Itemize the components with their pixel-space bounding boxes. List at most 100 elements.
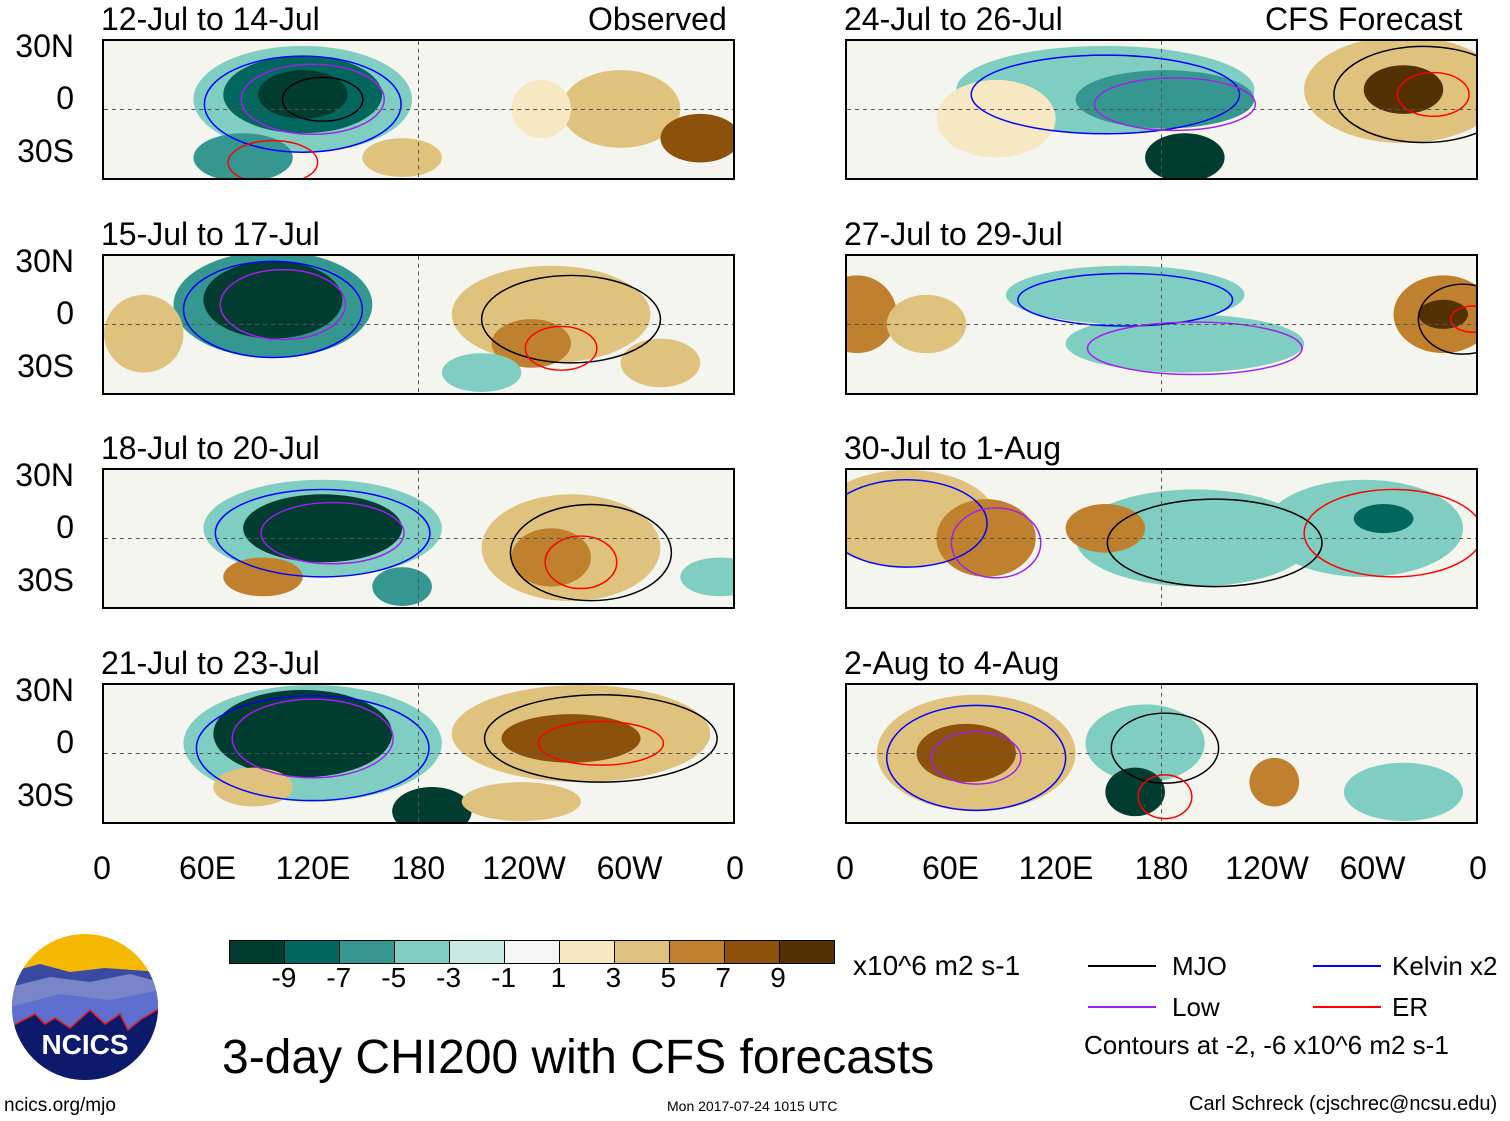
colorbar-swatch [615,941,670,963]
contour-line [231,698,394,779]
chi200-anomaly-region [203,260,343,339]
chi200-anomaly-region [461,782,581,822]
x-tick-label: 60E [922,850,979,886]
legend-line-er [1313,1006,1381,1008]
y-tick-label: 0 [56,295,74,331]
y-tick-label: 30N [15,457,74,493]
url-text: ncics.org/mjo [4,1095,116,1116]
chi200-anomaly-region [213,767,293,807]
units-label: x10^6 m2 s-1 [853,950,1021,981]
colorbar-swatch [285,941,340,963]
colorbar-tick-label: 3 [605,962,622,993]
map-panel [102,683,735,824]
colorbar-tick-label: -3 [436,962,462,993]
column-label-forecast: CFS Forecast [1265,1,1463,37]
contour-line [1333,45,1476,144]
map-panel [845,39,1478,180]
chi200-anomaly-region [491,319,572,368]
colorbar-swatch [450,941,505,963]
panel-title: 24-Jul to 26-Jul [844,1,1063,37]
y-tick-label: 30N [15,672,74,708]
chi200-anomaly-region [1353,504,1414,534]
x-tick-label: 180 [1134,850,1189,886]
contour-line [1086,321,1303,376]
chi200-anomaly-region [1418,299,1469,329]
map-panel [845,468,1478,609]
x-tick-label: 120W [482,850,566,886]
x-tick-label: 120W [1225,850,1309,886]
map-panel [845,254,1478,395]
colorbar-swatch [725,941,780,963]
contour-line [480,274,662,364]
contour-line [219,268,347,341]
chi200-anomaly-region [441,353,522,393]
chi200-anomaly-region [392,787,472,822]
contour-line [195,694,430,802]
map-panel [102,39,735,180]
chi200-anomaly-region [362,138,442,178]
map-panel [845,683,1478,824]
panel-title: 30-Jul to 1-Aug [844,430,1062,466]
colorbar-swatch [670,941,725,963]
chi200-anomaly-region [1249,757,1300,807]
contour-line [483,693,718,783]
chi200-anomaly-region [847,275,897,354]
panel-title: 15-Jul to 17-Jul [101,216,320,252]
contour-line [1093,77,1257,132]
colorbar-swatch [395,941,450,963]
y-tick-label: 0 [56,80,74,116]
ncics-logo: NCICS [12,934,158,1080]
x-tick-label: 120E [1018,850,1094,886]
colorbar-tick-label: -5 [381,962,407,993]
x-tick-label: 0 [93,850,111,886]
contour-line [1106,498,1323,588]
panel-title: 2-Aug to 4-Aug [844,645,1060,681]
chi200-anomaly-region [1065,314,1305,373]
contour-note: Contours at -2, -6 x10^6 m2 s-1 [1084,1030,1449,1060]
chi200-anomaly-region [104,294,184,373]
contour-line [970,54,1241,135]
y-tick-label: 30S [17,562,74,598]
panel-title: 12-Jul to 14-Jul [101,1,320,37]
timestamp: Mon 2017-07-24 1015 UTC [667,1098,838,1114]
colorbar-swatch [560,941,615,963]
chi200-anomaly-region [916,723,1016,783]
x-tick-label: 60E [179,850,236,886]
credit: Carl Schreck (cjschrec@ncsu.edu) [1189,1093,1498,1115]
chi200-anomaly-region [936,79,1056,158]
chi200-anomaly-region [258,70,348,119]
contour-line [509,503,673,602]
chi200-anomaly-region [1343,762,1464,822]
colorbar [229,940,835,964]
y-tick-label: 30N [15,28,74,64]
contour-line [203,55,402,153]
figure-title: 3-day CHI200 with CFS forecasts [222,1031,935,1084]
contour-line [281,76,364,122]
contour-line [930,730,1022,785]
legend-line-kelvin [1313,965,1381,967]
contour-line [214,488,431,578]
colorbar-swatch [340,941,395,963]
y-tick-label: 0 [56,509,74,545]
colorbar-tick-label: 7 [715,962,731,993]
chi200-anomaly-region [372,567,432,607]
contour-line [886,704,1067,812]
contour-line [950,507,1042,579]
chi200-anomaly-region [1363,65,1444,114]
contour-line [182,260,364,359]
chi200-anomaly-region [501,714,641,763]
logo-text: NCICS [41,1029,128,1060]
chi200-anomaly-region [936,499,1036,577]
y-tick-label: 30S [17,777,74,813]
chi200-anomaly-region [243,494,403,563]
colorbar-tick-label: 1 [550,962,567,993]
x-tick-label: 0 [836,850,854,886]
colorbar-tick-label: 9 [770,962,786,993]
contour-line [1137,774,1193,820]
chi200-anomaly-region [1145,133,1225,178]
x-tick-label: 180 [391,850,446,886]
column-label-observed: Observed [588,1,727,37]
contour-line [537,720,665,766]
legend-label-low: Low [1172,992,1220,1022]
colorbar-tick-label: 5 [660,962,677,993]
